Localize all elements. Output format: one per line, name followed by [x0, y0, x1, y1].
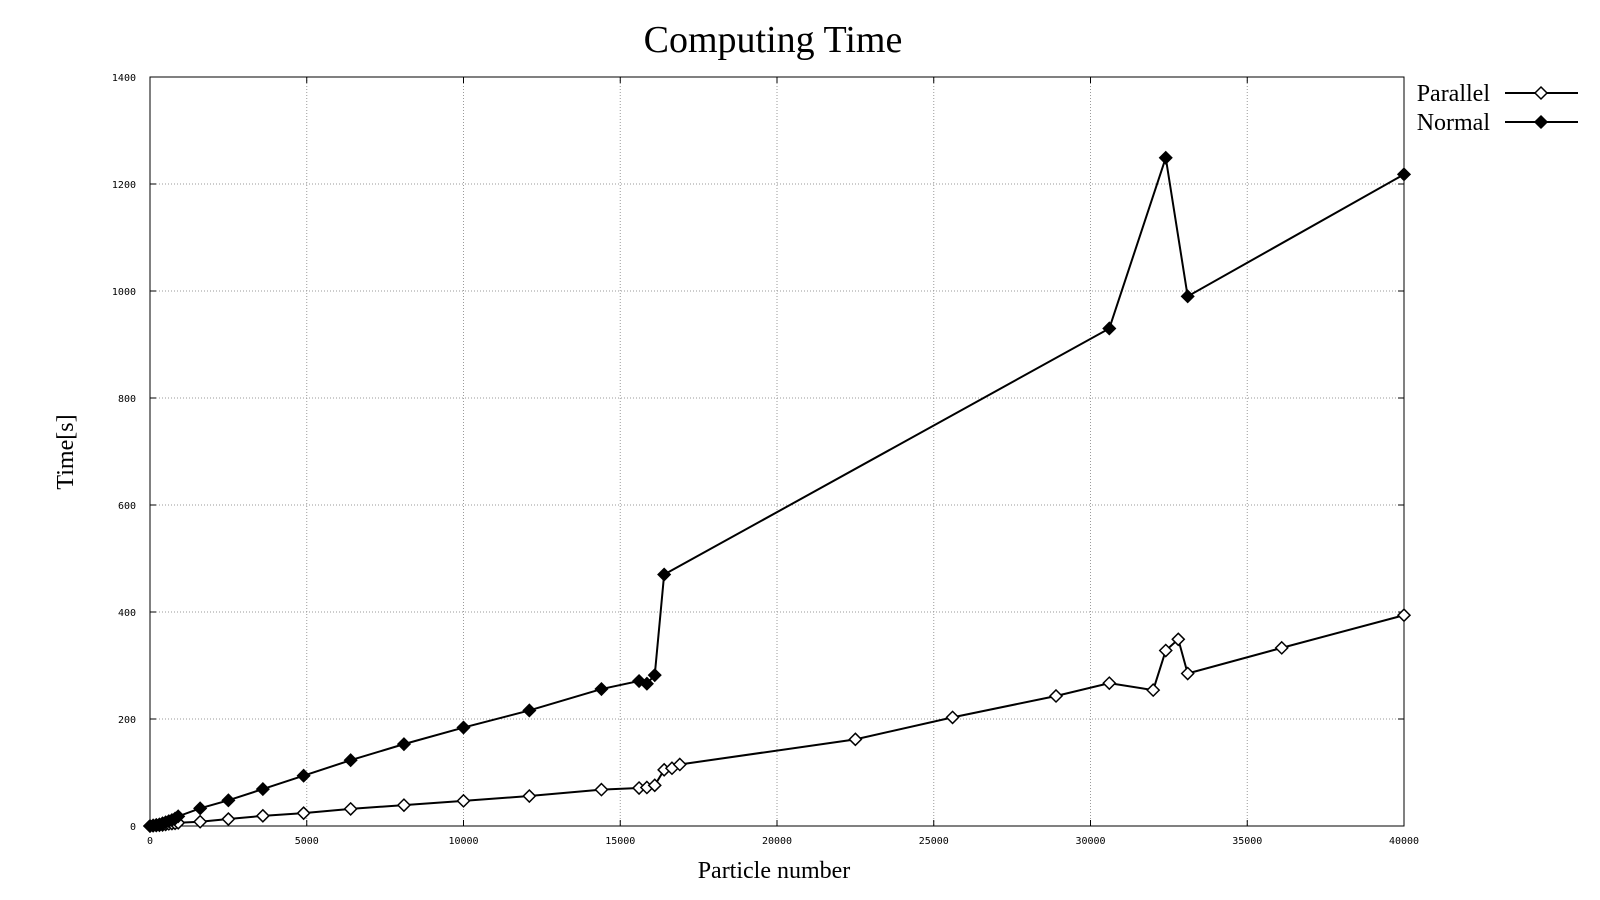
legend-item-normal: Normal [1417, 110, 1578, 136]
y-tick-label: 1000 [112, 287, 136, 298]
y-tick-label: 400 [118, 608, 136, 619]
data-point-normal [221, 793, 236, 808]
data-point-parallel [221, 811, 236, 827]
data-point-normal [171, 809, 186, 824]
y-tick-label: 1400 [112, 73, 136, 84]
chart-title: Computing Time [644, 19, 903, 61]
data-point-normal [1102, 321, 1117, 336]
data-point-normal [657, 567, 672, 582]
x-tick-label: 30000 [1075, 836, 1105, 847]
legend-marker-normal [1533, 114, 1549, 130]
x-tick-label: 20000 [762, 836, 792, 847]
y-axis-label: Time[s] [53, 414, 79, 489]
legend-marker-parallel [1533, 85, 1549, 101]
data-point-parallel [672, 757, 687, 772]
x-tick-label: 25000 [919, 836, 949, 847]
x-tick-label: 40000 [1389, 836, 1419, 847]
legend-item-parallel: Parallel [1417, 81, 1578, 107]
data-point-parallel [1102, 676, 1117, 691]
data-point-parallel [848, 732, 863, 747]
data-point-normal [1158, 150, 1173, 165]
data-point-parallel [594, 782, 609, 797]
data-point-parallel [296, 806, 311, 821]
series-normal [142, 150, 1412, 834]
y-tick-label: 0 [130, 822, 136, 833]
y-tick-label: 600 [118, 501, 136, 512]
data-point-normal [255, 782, 270, 797]
data-point-parallel [1171, 632, 1186, 647]
data-point-parallel [945, 710, 960, 725]
data-point-normal [1396, 167, 1412, 182]
plot-frame [149, 76, 1405, 827]
data-point-parallel [1158, 643, 1173, 658]
data-point-normal [343, 753, 358, 768]
grid-lines [150, 77, 1404, 826]
data-point-parallel [1146, 683, 1161, 698]
x-tick-label: 35000 [1232, 836, 1262, 847]
y-tick-label: 800 [118, 394, 136, 405]
data-point-normal [193, 801, 208, 816]
axis-ticks: 0 5000 10000 15000 20000 25000 30000 35000 40000… [112, 73, 1419, 847]
data-point-normal [594, 681, 609, 697]
data-point-parallel [1180, 666, 1195, 681]
data-series [142, 150, 1412, 834]
x-tick-label: 0 [147, 836, 153, 847]
data-point-normal [639, 676, 654, 691]
data-point-parallel [343, 801, 358, 816]
x-tick-label: 5000 [295, 836, 319, 847]
legend-label-normal: Normal [1417, 110, 1491, 136]
series-parallel [142, 608, 1412, 834]
data-point-normal [522, 703, 537, 718]
data-point-parallel [1274, 640, 1289, 655]
data-point-parallel [522, 788, 537, 804]
data-point-parallel [193, 814, 208, 829]
data-point-parallel [396, 798, 411, 813]
x-tick-label: 10000 [448, 836, 478, 847]
data-point-normal [1180, 289, 1195, 304]
data-point-parallel [647, 778, 662, 793]
data-point-normal [647, 668, 662, 683]
data-point-normal [456, 720, 471, 735]
x-axis-label: Particle number [698, 858, 851, 884]
legend-label-parallel: Parallel [1417, 81, 1491, 107]
data-point-normal [396, 737, 411, 752]
data-point-parallel [1396, 608, 1412, 623]
legend: Parallel Normal [1417, 81, 1578, 136]
x-tick-label: 15000 [605, 836, 635, 847]
data-point-parallel [456, 793, 471, 808]
data-point-parallel [255, 808, 270, 823]
data-point-parallel [1048, 688, 1064, 704]
data-point-normal [296, 768, 311, 783]
y-tick-label: 200 [118, 715, 136, 726]
y-tick-label: 1200 [112, 180, 136, 191]
